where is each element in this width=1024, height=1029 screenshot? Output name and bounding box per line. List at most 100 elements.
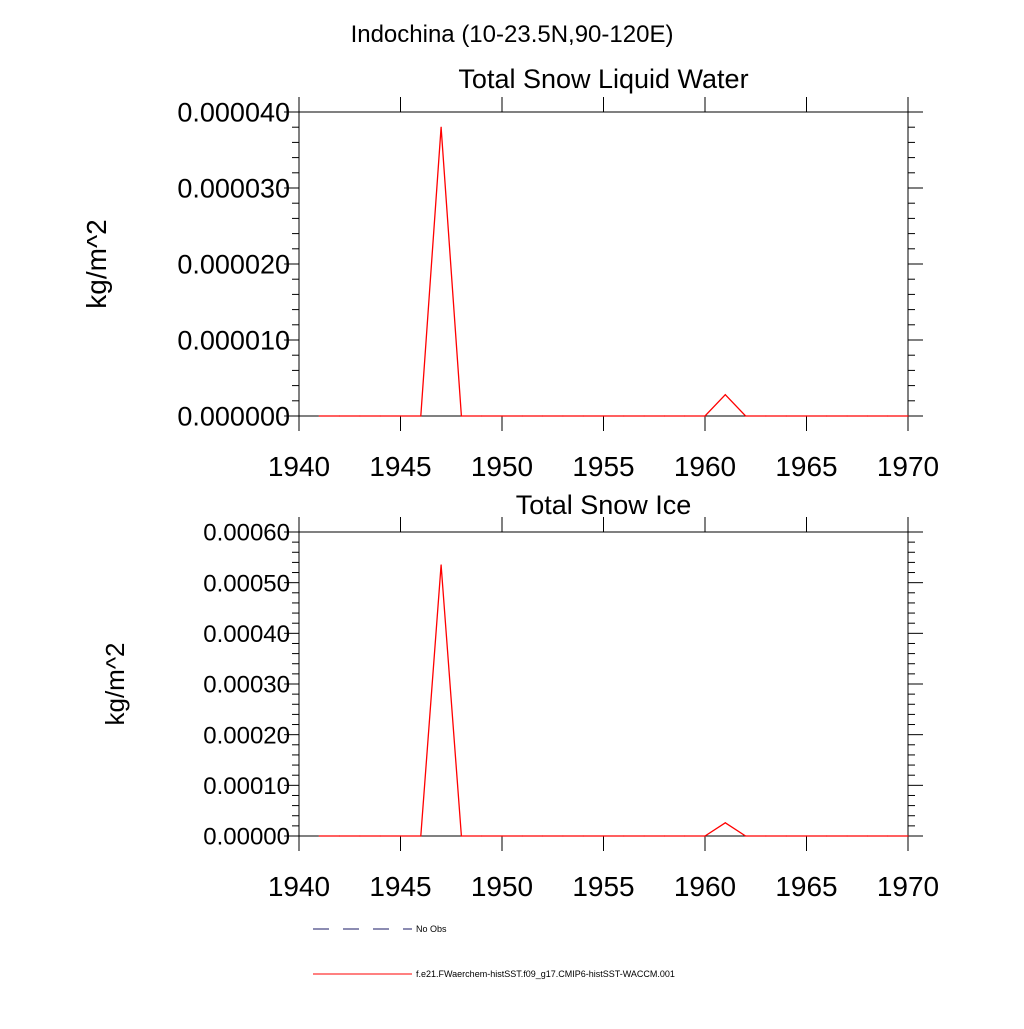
y-axis-label: kg/m^2 bbox=[100, 642, 130, 725]
x-tick-label: 1940 bbox=[268, 871, 330, 902]
data-point bbox=[582, 835, 584, 837]
data-point bbox=[623, 835, 625, 837]
x-tick-label: 1960 bbox=[674, 451, 736, 482]
data-point bbox=[582, 415, 584, 417]
data-point bbox=[501, 415, 503, 417]
x-tick-label: 1950 bbox=[471, 871, 533, 902]
y-tick-label: 0.000010 bbox=[177, 326, 290, 356]
series-line bbox=[319, 127, 908, 417]
data-point bbox=[562, 835, 564, 837]
legend: No Obs f.e21.FWaerchem-histSST.f09_g17.CM… bbox=[313, 924, 675, 979]
data-point bbox=[521, 835, 523, 837]
data-point bbox=[866, 835, 869, 837]
data-point bbox=[339, 835, 341, 837]
data-point bbox=[907, 415, 909, 417]
panel-title: Total Snow Ice bbox=[516, 490, 692, 520]
data-point bbox=[663, 835, 666, 837]
data-point bbox=[460, 835, 462, 837]
data-point bbox=[440, 126, 442, 128]
data-point bbox=[724, 822, 726, 824]
y-tick-label: 0.000020 bbox=[177, 250, 290, 280]
data-point bbox=[704, 835, 706, 837]
data-point bbox=[643, 415, 645, 417]
data-point bbox=[521, 415, 523, 417]
panel-2: Total Snow Ice kg/m^2 1940 1945 1950 1955 1960… bbox=[100, 490, 939, 902]
x-tick-label: 1965 bbox=[775, 451, 837, 482]
data-point bbox=[826, 835, 828, 837]
x-tick-label: 1940 bbox=[268, 451, 330, 482]
data-point bbox=[643, 835, 645, 837]
data-point bbox=[542, 835, 544, 837]
panel-1: Total Snow Liquid Water kg/m^2 1940 1945 195… bbox=[81, 64, 939, 482]
data-point bbox=[704, 415, 706, 417]
y-tick-label: 0.000040 bbox=[177, 98, 290, 128]
legend-label: f.e21.FWaerchem-histSST.f09_g17.CMIP6-hi… bbox=[416, 969, 675, 979]
plot-frame bbox=[298, 531, 909, 837]
y-tick-label: 0.00040 bbox=[203, 621, 290, 648]
data-point bbox=[359, 415, 361, 417]
data-point bbox=[805, 415, 808, 417]
data-point bbox=[379, 415, 381, 417]
data-point bbox=[765, 835, 767, 837]
data-point bbox=[420, 415, 422, 417]
data-point bbox=[562, 415, 564, 417]
x-tick-label: 1965 bbox=[775, 871, 837, 902]
data-point bbox=[420, 835, 422, 837]
data-point bbox=[542, 415, 544, 417]
legend-label: No Obs bbox=[416, 924, 447, 934]
data-point bbox=[805, 835, 808, 837]
x-tick-label: 1945 bbox=[369, 451, 431, 482]
data-point bbox=[745, 415, 747, 417]
y-tick-label: 0.000030 bbox=[177, 174, 290, 204]
data-point bbox=[846, 835, 848, 837]
data-point bbox=[339, 415, 341, 417]
data-point bbox=[623, 415, 625, 417]
data-point bbox=[745, 835, 747, 837]
data-point bbox=[481, 415, 483, 417]
data-point bbox=[846, 415, 848, 417]
data-point bbox=[907, 835, 909, 837]
y-tick-label: 0.00020 bbox=[203, 722, 290, 749]
data-point bbox=[318, 415, 320, 417]
series-line bbox=[319, 564, 908, 837]
data-point bbox=[866, 415, 869, 417]
data-point bbox=[765, 415, 767, 417]
data-point bbox=[684, 415, 686, 417]
data-point bbox=[359, 835, 361, 837]
data-point bbox=[684, 835, 686, 837]
data-point bbox=[399, 835, 402, 837]
data-point bbox=[785, 835, 787, 837]
y-tick-label: 0.00050 bbox=[203, 570, 290, 597]
data-point bbox=[440, 564, 442, 566]
data-point bbox=[887, 415, 889, 417]
data-point bbox=[826, 415, 828, 417]
data-point bbox=[501, 835, 503, 837]
x-tick-label: 1955 bbox=[572, 871, 634, 902]
x-tick-label: 1970 bbox=[877, 871, 939, 902]
y-tick-label: 0.00010 bbox=[203, 773, 290, 800]
figure-title: Indochina (10-23.5N,90-120E) bbox=[351, 21, 674, 48]
y-tick-label: 0.00030 bbox=[203, 672, 290, 699]
x-tick-label: 1950 bbox=[471, 451, 533, 482]
data-point bbox=[460, 415, 462, 417]
x-tick-label: 1955 bbox=[572, 451, 634, 482]
data-point bbox=[481, 835, 483, 837]
data-point bbox=[724, 394, 726, 396]
data-point bbox=[318, 835, 320, 837]
data-point bbox=[602, 415, 605, 417]
x-tick-label: 1960 bbox=[674, 871, 736, 902]
data-point bbox=[887, 835, 889, 837]
y-tick-label: 0.000000 bbox=[177, 402, 290, 432]
x-tick-label: 1970 bbox=[877, 451, 939, 482]
data-point bbox=[379, 835, 381, 837]
data-point bbox=[785, 415, 787, 417]
y-tick-label: 0.00000 bbox=[203, 824, 290, 851]
y-tick-label: 0.00060 bbox=[203, 520, 290, 547]
data-point bbox=[602, 835, 605, 837]
data-point bbox=[399, 415, 402, 417]
y-axis-label: kg/m^2 bbox=[81, 219, 112, 308]
plot-frame bbox=[298, 111, 909, 417]
panel-title: Total Snow Liquid Water bbox=[458, 64, 748, 94]
